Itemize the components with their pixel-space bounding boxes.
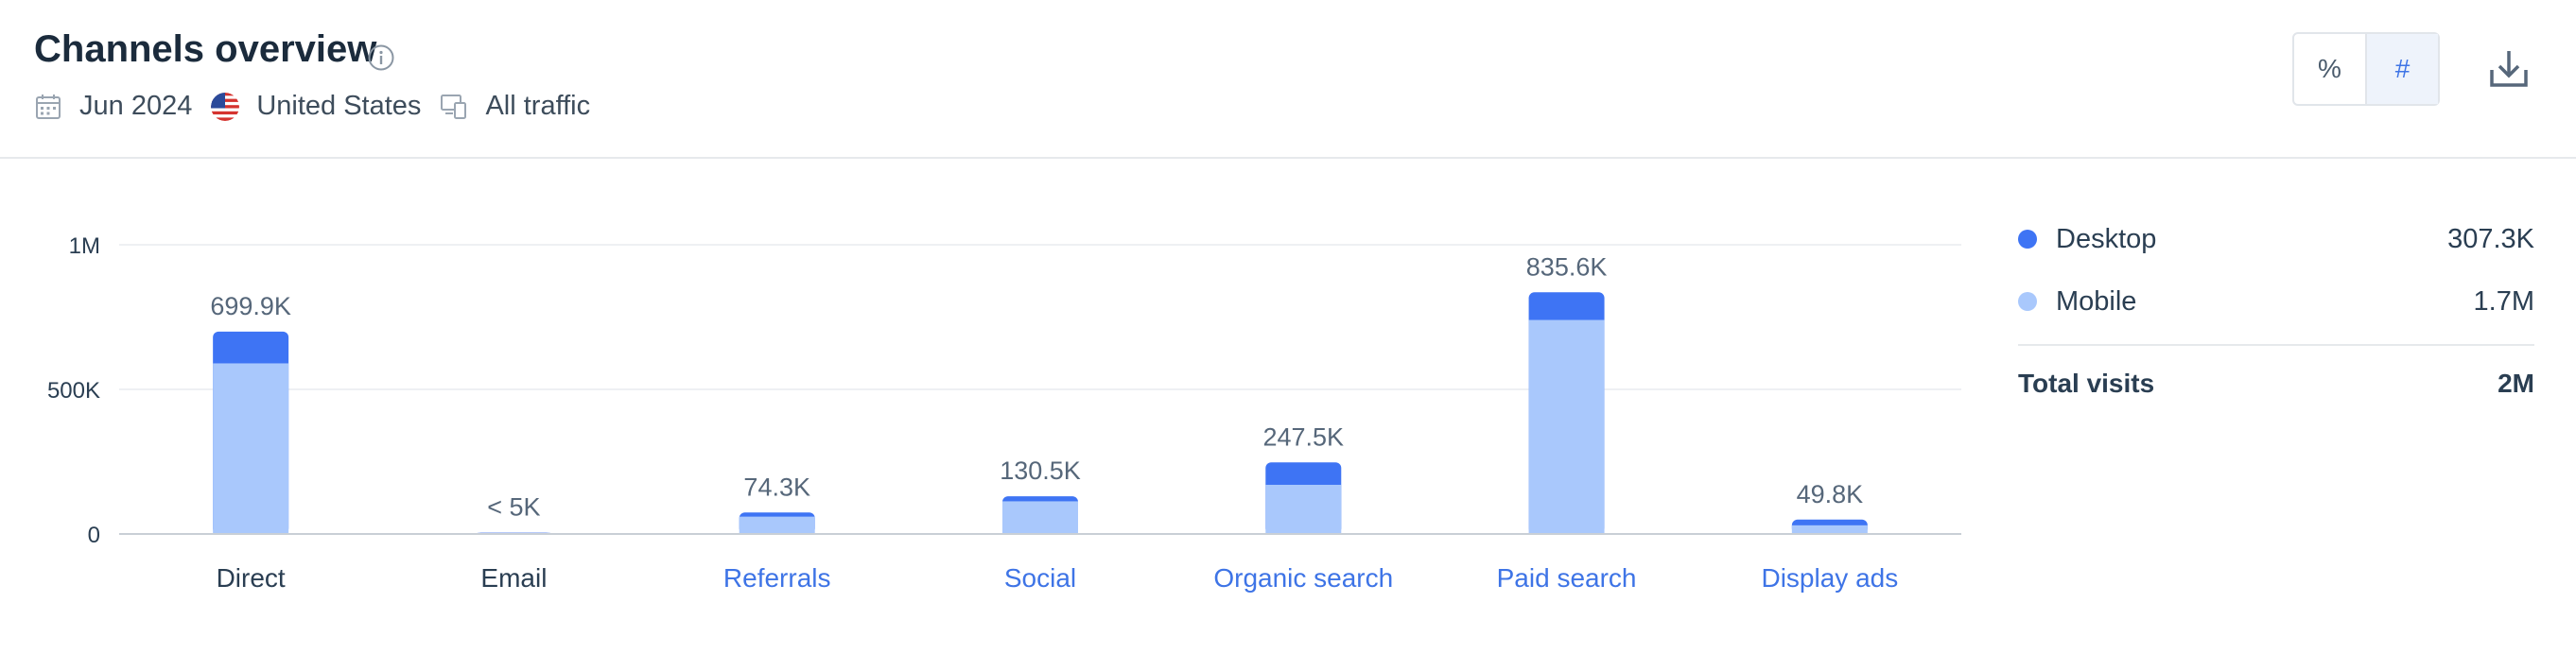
x-category-label[interactable]: Organic search bbox=[1213, 563, 1393, 593]
number-toggle-button[interactable]: # bbox=[2365, 34, 2438, 104]
legend-mobile[interactable]: Mobile 1.7M bbox=[2018, 270, 2534, 333]
bar-chart: 0 500K 1M 699.9K Direct < 5K Email 74.3K Referra… bbox=[47, 233, 1961, 593]
bar-total-label: 247.5K bbox=[1262, 422, 1344, 451]
x-category-label: Direct bbox=[217, 563, 286, 593]
x-category-label[interactable]: Referrals bbox=[723, 563, 831, 593]
country-label: United States bbox=[256, 91, 422, 121]
filter-meta: Jun 2024 United States All traffic bbox=[34, 91, 609, 122]
percent-toggle-button[interactable]: % bbox=[2318, 54, 2341, 83]
legend-desktop[interactable]: Desktop 307.3K bbox=[2018, 208, 2534, 270]
total-label: Total visits bbox=[2018, 369, 2155, 398]
bar-total-label: 74.3K bbox=[743, 473, 810, 501]
x-category-label[interactable]: Display ads bbox=[1761, 563, 1898, 593]
bar-mobile bbox=[1528, 319, 1605, 534]
desktop-value: 307.3K bbox=[2447, 223, 2534, 254]
us-flag-icon bbox=[211, 92, 240, 121]
bar-mobile bbox=[213, 363, 289, 534]
info-icon[interactable] bbox=[367, 43, 395, 72]
date-label: Jun 2024 bbox=[79, 91, 193, 121]
y-tick-label: 0 bbox=[88, 523, 100, 548]
legend-divider bbox=[2018, 344, 2534, 346]
bar-total-label: 130.5K bbox=[1000, 456, 1081, 485]
bar-total-label: 835.6K bbox=[1526, 252, 1608, 281]
x-category-label[interactable]: Paid search bbox=[1497, 563, 1637, 593]
bar-mobile bbox=[739, 516, 815, 534]
page-title: Channels overview bbox=[34, 28, 377, 70]
traffic-label: All traffic bbox=[485, 91, 591, 121]
legend-total: Total visits 2M bbox=[2018, 346, 2534, 422]
header: Channels overview Jun 2024 bbox=[0, 0, 2576, 159]
bar-mobile bbox=[1002, 501, 1078, 534]
mobile-value: 1.7M bbox=[2473, 285, 2534, 317]
bar-total-label: 699.9K bbox=[210, 292, 291, 320]
legend: Desktop 307.3K Mobile 1.7M Total visits … bbox=[2018, 208, 2534, 422]
value-mode-toggle: % # bbox=[2292, 32, 2440, 106]
calendar-icon bbox=[36, 94, 61, 119]
mobile-dot bbox=[2018, 292, 2037, 311]
bar-mobile bbox=[1265, 484, 1342, 534]
y-tick-label: 1M bbox=[69, 233, 100, 259]
y-tick-label: 500K bbox=[47, 378, 100, 404]
bar-mobile bbox=[1791, 525, 1868, 534]
desktop-label: Desktop bbox=[2056, 223, 2157, 254]
x-category-label[interactable]: Social bbox=[1004, 563, 1076, 593]
devices-icon bbox=[441, 94, 467, 119]
x-category-label: Email bbox=[480, 563, 547, 593]
desktop-dot bbox=[2018, 230, 2037, 249]
download-icon[interactable] bbox=[2487, 47, 2531, 91]
bar-total-label: < 5K bbox=[487, 493, 540, 522]
total-value: 2M bbox=[2498, 369, 2534, 398]
mobile-label: Mobile bbox=[2056, 285, 2137, 317]
bar-total-label: 49.8K bbox=[1797, 480, 1864, 508]
